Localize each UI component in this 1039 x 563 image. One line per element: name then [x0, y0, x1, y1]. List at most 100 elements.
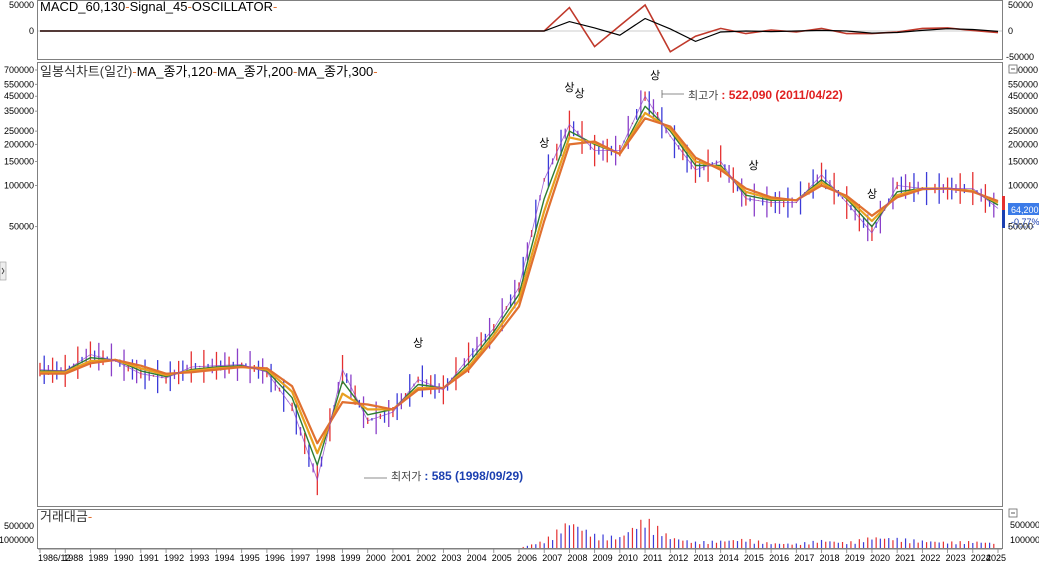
volume-ytick-right: 1000000 — [1010, 535, 1039, 545]
price-title-part: MA_종가,300 — [297, 64, 373, 79]
x-tick-label: 2015 — [744, 553, 764, 563]
macd-title-part: MACD_60,130 — [40, 0, 125, 14]
min-annotation: 최저가: 585 (1998/09/29) — [391, 469, 523, 483]
x-tick-label: 1991 — [139, 553, 159, 563]
min-value: : 585 (1998/09/29) — [424, 469, 523, 483]
x-tick-label: 2024 — [971, 553, 991, 563]
macd-title-part: Signal_45 — [130, 0, 188, 14]
volume-panel-frame — [37, 509, 1003, 549]
x-tick-label: 2008 — [567, 553, 587, 563]
macd-ytick-bottom-right: -50000 — [1006, 52, 1034, 62]
x-tick-label: 1990 — [114, 553, 134, 563]
price-close-line — [39, 95, 999, 482]
x-tick-label: 1988 — [63, 553, 83, 563]
price-ytick-left: 700000 — [4, 65, 34, 75]
x-tick-label: 2001 — [391, 553, 411, 563]
current-value-box — [1008, 203, 1039, 215]
volume-ytick-left: 500000 — [4, 521, 34, 531]
price-ytick-left: 450000 — [4, 91, 34, 101]
macd-sep: - — [125, 0, 129, 14]
min-label: 최저가 — [391, 470, 421, 483]
price-title-part: 일봉식차트(일간) — [40, 64, 132, 79]
x-tick-label: 1998 — [315, 553, 335, 563]
x-tick-label: 2004 — [467, 553, 487, 563]
volume-bars — [522, 518, 995, 548]
price-ytick-right: 250000 — [1008, 126, 1038, 136]
price-sep: - — [213, 64, 217, 79]
macd-title-part: OSCILLATOR — [192, 0, 273, 14]
macd-ytick-zero-right: 0 — [1008, 26, 1013, 36]
macd-ytick-top-right: 50000 — [1008, 0, 1033, 10]
current-value: 64,200 — [1011, 205, 1039, 215]
price-ytick-left: 550000 — [4, 79, 34, 89]
x-tick-label: 2000 — [366, 553, 386, 563]
macd-lines — [40, 3, 999, 53]
price-ytick-left: 200000 — [4, 139, 34, 149]
x-tick-label: 2023 — [946, 553, 966, 563]
x-tick-label: 2022 — [920, 553, 940, 563]
x-tick-label: 1993 — [189, 553, 209, 563]
price-title-part: MA_종가,120 — [137, 64, 213, 79]
x-tick-label: 2005 — [492, 553, 512, 563]
x-tick-label: 2025 — [986, 553, 1006, 563]
price-sep: - — [373, 64, 377, 79]
macd-title: MACD_60,130-Signal_45-OSCILLATOR- — [40, 0, 277, 14]
price-ytick-left: 350000 — [4, 106, 34, 116]
price-ytick-right: 450000 — [1008, 91, 1038, 101]
price-y-axis: 700000 550000 450000 350000 250000 200000 1500… — [4, 65, 1038, 232]
up-limit-marker: 상 — [575, 87, 585, 100]
x-tick-label: 1986/12 — [38, 553, 71, 563]
volume-ytick-left: 1000000 — [0, 535, 34, 545]
x-tick-label: 2014 — [719, 553, 739, 563]
chevron-right-icon — [1, 267, 5, 275]
current-range-bar-up — [1002, 196, 1005, 210]
macd-sep: - — [187, 0, 191, 14]
x-tick-label: 2003 — [441, 553, 461, 563]
up-limit-marker: 상 — [564, 81, 574, 94]
x-tick-label: 1992 — [164, 553, 184, 563]
x-tick-label: 2009 — [593, 553, 613, 563]
macd-ytick-zero-left: 0 — [29, 26, 34, 36]
macd-signal-line — [40, 17, 999, 43]
price-ytick-right: 200000 — [1008, 139, 1038, 149]
price-ytick-left: 250000 — [4, 126, 34, 136]
x-tick-label: 1996 — [265, 553, 285, 563]
macd-sep: - — [273, 0, 277, 14]
macd-panel-frame — [37, 0, 1003, 60]
price-title: 일봉식차트(일간)-MA_종가,120-MA_종가,200-MA_종가,300- — [40, 64, 378, 79]
x-tick-label: 1999 — [341, 553, 361, 563]
price-ytick-left: 150000 — [4, 156, 34, 166]
price-title-part: MA_종가,200 — [217, 64, 293, 79]
current-change: -0.77% — [1011, 217, 1039, 227]
current-range-bar-down — [1002, 210, 1005, 228]
volume-ytick-right: 500000 — [1010, 520, 1039, 530]
panel-resize-handle[interactable] — [0, 261, 7, 281]
price-sep: - — [132, 64, 136, 79]
volume-title-text: 거래대금 — [40, 509, 88, 524]
up-limit-marker: 상 — [748, 159, 758, 172]
price-ytick-left: 50000 — [9, 222, 34, 232]
x-tick-label: 2021 — [895, 553, 915, 563]
x-tick-label: 2018 — [820, 553, 840, 563]
x-tick-label: 1989 — [88, 553, 108, 563]
max-value: : 522,090 (2011/04/22) — [721, 88, 842, 102]
price-sep: - — [293, 64, 297, 79]
volume-sep: - — [88, 509, 92, 524]
up-limit-marker: 상 — [539, 137, 549, 150]
macd-ytick-top-left: 50000 — [9, 0, 34, 10]
up-limit-marker: 상 — [650, 69, 660, 82]
max-annotation: 최고가: 522,090 (2011/04/22) — [688, 88, 843, 102]
x-tick-label: 2006 — [517, 553, 537, 563]
x-tick-label: 2016 — [769, 553, 789, 563]
price-ytick-right: 700000 — [1008, 65, 1038, 75]
x-tick-label: 2012 — [668, 553, 688, 563]
ma300-line — [40, 117, 999, 445]
x-tick-label: 2019 — [845, 553, 865, 563]
x-tick-label: 2011 — [643, 553, 662, 563]
price-ytick-left: 100000 — [4, 181, 34, 191]
max-label: 최고가 — [688, 89, 718, 102]
volume-title: 거래대금- — [40, 509, 92, 524]
